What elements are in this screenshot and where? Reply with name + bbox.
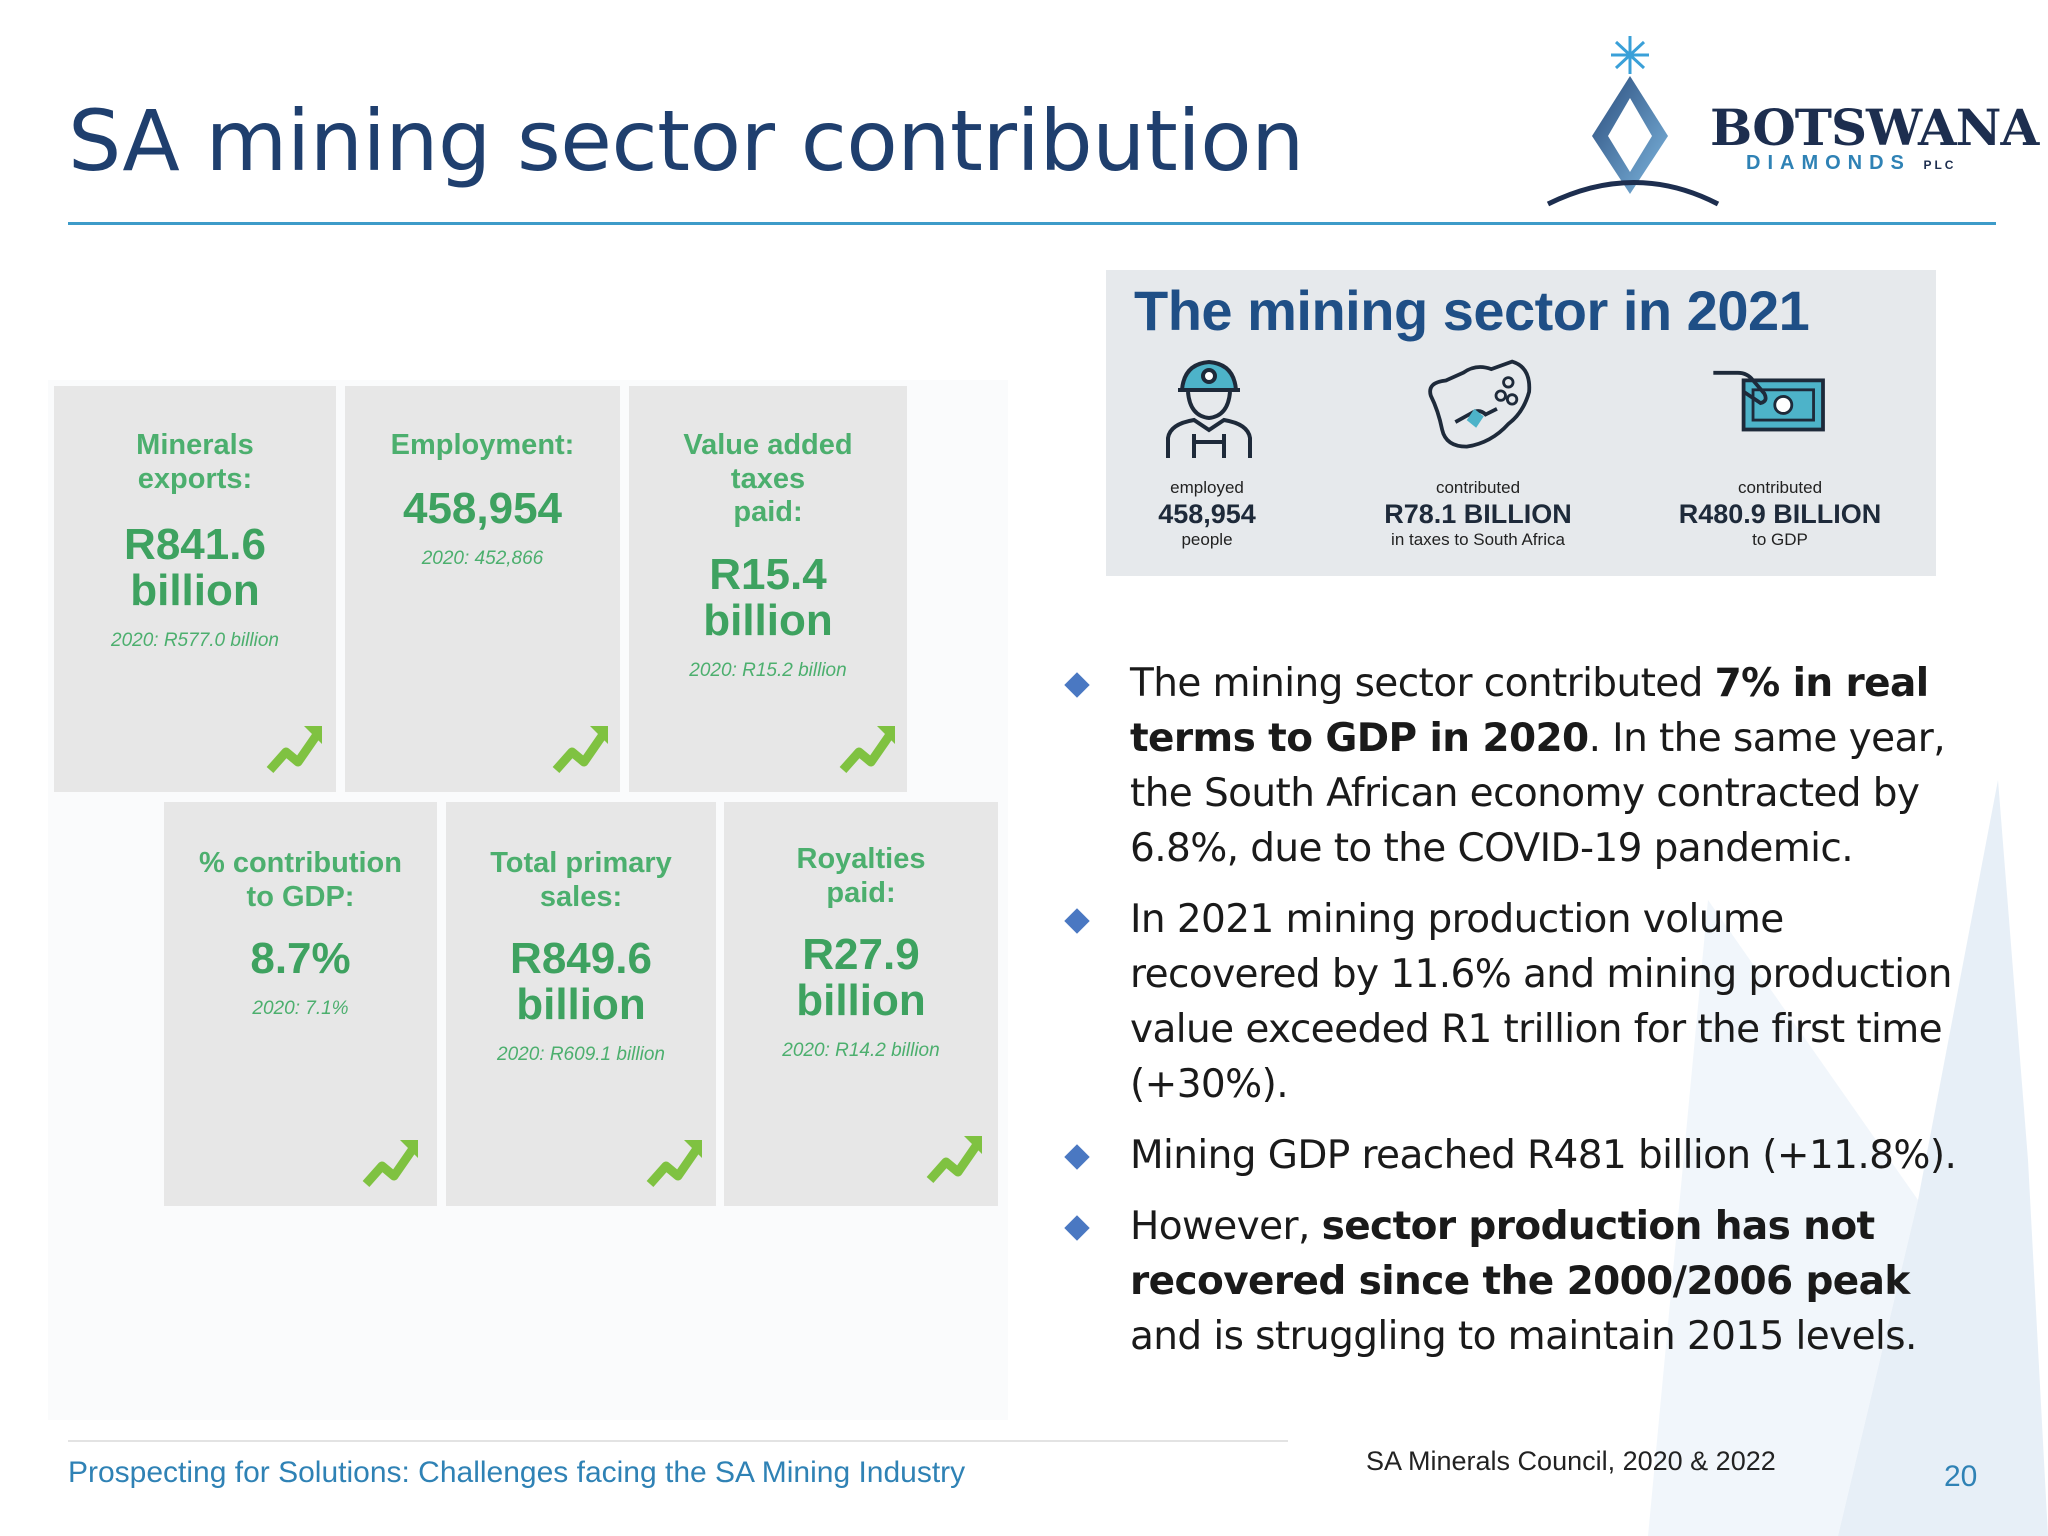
card-prior-value: 2020: R15.2 billion	[689, 660, 847, 681]
bullet-text: The mining sector contributed	[1130, 661, 1715, 706]
diamond-bullet-icon	[1064, 1215, 1090, 1241]
card-value: R841.6	[124, 520, 266, 569]
card-prior-value: 2020: R609.1 billion	[497, 1044, 665, 1065]
card-value: 8.7%	[250, 934, 351, 983]
stat-bottom-text: in taxes to South Africa	[1391, 530, 1565, 549]
card-prior-value: 2020: 452,866	[421, 548, 544, 569]
logo-subtitle: DIAMONDS PLC	[1746, 152, 1956, 175]
logo-subtitle-text: DIAMONDS	[1746, 152, 1911, 174]
bullet-text: Mining GDP reached R481 billion (+11.8%)…	[1130, 1133, 1957, 1178]
stat-top-text: employed	[1170, 478, 1244, 497]
trend-up-icon	[839, 726, 895, 773]
stat-taxes: contributed R78.1 BILLION in taxes to So…	[1348, 478, 1608, 550]
company-logo: BOTSWANA DIAMONDS PLC	[1540, 36, 2039, 216]
diamond-bullet-icon	[1064, 672, 1090, 698]
stat-top-text: contributed	[1435, 478, 1521, 497]
card-value: billion	[796, 976, 926, 1025]
page-number: 20	[1944, 1460, 1978, 1493]
card-label: Value added	[683, 429, 853, 461]
bullet-text: and is struggling to maintain 2015 level…	[1130, 1314, 1917, 1359]
card-value: R15.4	[709, 550, 827, 599]
south-africa-map-icon	[1428, 359, 1532, 449]
card-prior-value: 2020: R14.2 billion	[782, 1040, 940, 1061]
stat-value: 458,954	[1158, 499, 1256, 529]
bullet-text-bold: sector production has not recovered sinc…	[1130, 1204, 1910, 1304]
card-gdp-contribution: % contribution to GDP: 8.7% 2020: 7.1%	[164, 802, 437, 1206]
card-minerals-exports: Minerals exports: R841.6 billion 2020: R…	[54, 386, 336, 792]
source-citation: SA Minerals Council, 2020 & 2022	[1366, 1446, 1776, 1476]
card-value: billion	[516, 980, 646, 1029]
mining-sector-2021-infographic: The mining sector in 2021 employed 458,9…	[1106, 270, 1936, 576]
bullet-text: . In the same year, the South African ec…	[1130, 716, 1946, 871]
diamond-logo-icon	[1546, 36, 1720, 207]
stat-bottom-text: people	[1181, 530, 1233, 549]
stat-employed: employed 458,954 people	[1126, 478, 1288, 550]
card-label: taxes	[730, 463, 806, 495]
miner-icon	[1166, 359, 1252, 458]
trend-up-icon	[926, 1136, 982, 1183]
card-label: paid:	[826, 877, 896, 909]
card-label: % contribution	[199, 847, 402, 879]
background-star-decoration	[1648, 780, 2048, 1536]
card-prior-value: 2020: R577.0 billion	[111, 630, 279, 651]
card-value: billion	[130, 566, 260, 615]
bullet-text-bold: 7% in real terms to GDP in 2020	[1130, 661, 1929, 761]
footer-divider	[68, 1440, 1288, 1442]
card-prior-value: 2020: 7.1%	[252, 998, 349, 1019]
stat-gdp: contributed R480.9 BILLION to GDP	[1654, 478, 1906, 550]
diamond-bullet-icon	[1064, 908, 1090, 934]
stat-top-text: contributed	[1737, 478, 1823, 497]
card-label: Minerals	[136, 429, 254, 461]
card-label: paid:	[733, 496, 803, 528]
card-employment: Employment: 458,954 2020: 452,866	[345, 386, 620, 792]
card-label: Total primary	[490, 847, 672, 879]
card-royalties-paid: Royalties paid: R27.9 billion 2020: R14.…	[724, 802, 998, 1206]
stat-value: R78.1 BILLION	[1384, 499, 1572, 529]
logo-plc: PLC	[1923, 158, 1957, 172]
slide-title: SA mining sector contribution	[68, 92, 1304, 190]
diamond-bullet-icon	[1064, 1144, 1090, 1170]
card-label: Royalties	[796, 843, 926, 875]
bullet-list: The mining sector contributed 7% in real…	[1062, 656, 1982, 1380]
infographic-title: The mining sector in 2021	[1134, 279, 1810, 342]
card-label: sales:	[539, 881, 623, 913]
trend-up-icon	[362, 1140, 418, 1187]
logo-wordmark: BOTSWANA	[1710, 98, 2039, 157]
card-total-primary-sales: Total primary sales: R849.6 billion 2020…	[446, 802, 716, 1206]
card-value: billion	[703, 596, 833, 645]
trend-up-icon	[646, 1140, 702, 1187]
bullet-item: The mining sector contributed 7% in real…	[1062, 656, 1982, 876]
bullet-item: However, sector production has not recov…	[1062, 1199, 1982, 1364]
bullet-text: In 2021 mining production volume recover…	[1130, 897, 1952, 1107]
card-label: Employment:	[390, 429, 575, 461]
bullet-text: However,	[1130, 1204, 1322, 1249]
stat-value: R480.9 BILLION	[1678, 499, 1882, 529]
stat-bottom-text: to GDP	[1752, 530, 1808, 549]
card-value: R27.9	[802, 930, 920, 979]
title-underline	[68, 222, 1996, 225]
card-value: 458,954	[402, 484, 563, 533]
bullet-item: Mining GDP reached R481 billion (+11.8%)…	[1062, 1128, 1982, 1183]
trend-up-icon	[552, 726, 608, 773]
bullet-item: In 2021 mining production volume recover…	[1062, 892, 1982, 1112]
card-label: to GDP:	[246, 881, 355, 913]
card-label: exports:	[137, 463, 253, 495]
card-value-added-taxes: Value added taxes paid: R15.4 billion 20…	[629, 386, 907, 792]
footer-text: Prospecting for Solutions: Challenges fa…	[68, 1456, 966, 1489]
trend-up-icon	[266, 726, 322, 773]
card-value: R849.6	[510, 934, 652, 983]
cash-hand-icon	[1713, 370, 1825, 432]
